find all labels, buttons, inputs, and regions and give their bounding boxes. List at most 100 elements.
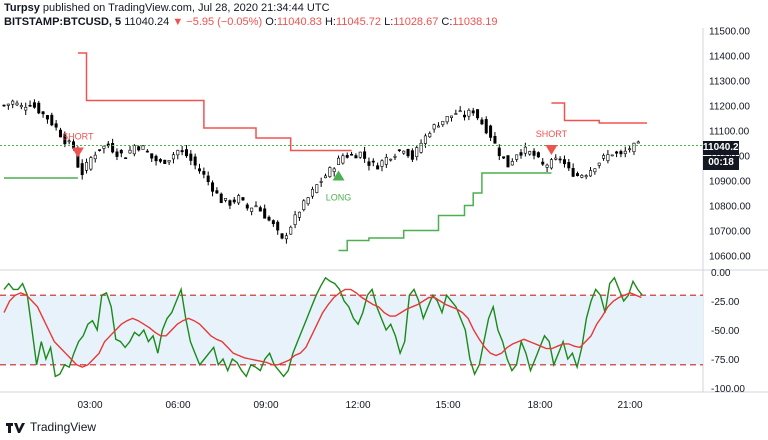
- candle-body: [202, 171, 206, 175]
- candle-body: [454, 113, 458, 115]
- candle-body: [354, 155, 358, 159]
- low-value: 11028.67: [393, 16, 439, 28]
- candle-body: [297, 211, 301, 218]
- price-axis-label: 10900.00: [709, 177, 751, 188]
- candle-body: [580, 174, 584, 178]
- candle-body: [237, 195, 241, 204]
- candle-body: [506, 155, 510, 168]
- candle-body: [523, 146, 527, 154]
- candle-body: [293, 214, 297, 225]
- candle-body: [24, 107, 28, 111]
- candle-body: [28, 104, 32, 107]
- candle-body: [132, 145, 136, 155]
- candle-body: [602, 155, 606, 159]
- candle-body: [350, 153, 354, 156]
- candle-body: [154, 155, 158, 162]
- candle-body: [254, 205, 258, 208]
- time-axis-label: 12:00: [345, 400, 370, 411]
- candle-body: [402, 150, 406, 154]
- candle-body: [310, 189, 314, 197]
- last-price: 11040.24: [124, 16, 170, 28]
- candle-body: [441, 120, 445, 125]
- oscillator-axis-label: 0.00: [711, 268, 731, 279]
- candle-body: [532, 150, 536, 156]
- candle-body: [289, 226, 293, 235]
- candle-body: [545, 164, 549, 168]
- oscillator-axis-label: -100.00: [711, 384, 745, 395]
- price-axis-label: 11300.00: [709, 77, 750, 88]
- candle-body: [171, 154, 175, 160]
- candle-body: [367, 161, 371, 166]
- candle-body: [471, 110, 475, 114]
- candle-body: [615, 151, 619, 154]
- candle-body: [189, 153, 193, 161]
- brand-name: TradingView: [30, 420, 97, 434]
- candle-body: [415, 147, 419, 158]
- candle-body: [541, 161, 545, 165]
- last-price-tag: 11040.24: [703, 141, 745, 155]
- high-value: 11045.72: [335, 16, 382, 28]
- candle-body: [567, 162, 571, 169]
- candle-body: [184, 149, 188, 157]
- time-axis-label: 06:00: [165, 400, 190, 411]
- chart-canvas[interactable]: 11500.00 11400.00 11300.00 11200.00 11100.00…: [0, 0, 768, 414]
- candle-body: [445, 116, 449, 123]
- candle-body: [58, 129, 62, 138]
- candle-body: [597, 162, 601, 166]
- candle-body: [198, 168, 202, 172]
- tradingview-logo[interactable]: TradingView: [6, 420, 96, 434]
- author-name[interactable]: Turpsy: [4, 2, 40, 14]
- candle-body: [584, 175, 588, 178]
- price-pane: [0, 28, 703, 268]
- candle-body: [6, 103, 10, 106]
- candle-body: [276, 221, 280, 231]
- candle-body: [271, 220, 275, 225]
- candle-body: [493, 135, 497, 144]
- candle-body: [458, 110, 462, 113]
- time-axis-label: 09:00: [253, 400, 278, 411]
- candle-body: [228, 200, 232, 206]
- price-axis-label: 10600.00: [709, 252, 751, 263]
- candle-body: [337, 157, 341, 165]
- candle-body: [2, 104, 6, 107]
- candle-body: [562, 159, 566, 165]
- candle-body: [480, 119, 484, 125]
- candle-body: [371, 160, 375, 163]
- candle-body: [406, 148, 410, 157]
- candle-body: [358, 151, 362, 158]
- candle-body: [50, 114, 54, 126]
- candle-body: [93, 154, 97, 160]
- candle-body: [115, 151, 119, 157]
- candle-body: [484, 119, 488, 134]
- candle-body: [232, 199, 236, 203]
- candle-body: [467, 109, 471, 117]
- candle-body: [150, 153, 154, 159]
- open-value: 11040.83: [276, 16, 322, 28]
- candle-body: [263, 208, 267, 219]
- candle-body: [632, 142, 636, 153]
- candle-body: [449, 115, 453, 118]
- time-axis-label: 15:00: [435, 400, 460, 411]
- candle-body: [306, 197, 310, 205]
- publish-info: published on TradingView.com, Jul 28, 20…: [39, 2, 330, 14]
- low-label: L:: [384, 16, 394, 28]
- candle-body: [19, 105, 23, 108]
- price-axis-label: 11500.00: [709, 27, 750, 38]
- candle-body: [163, 159, 167, 164]
- candle-body: [176, 149, 180, 156]
- oscillator-fast-line: [3, 276, 643, 378]
- candle-body: [623, 150, 627, 154]
- candle-body: [519, 152, 523, 156]
- price-axis-label: 11400.00: [709, 52, 750, 63]
- candle-body: [593, 168, 597, 173]
- candle-body: [80, 163, 84, 176]
- symbol-name[interactable]: BITSTAMP:BTCUSD, 5: [4, 16, 122, 28]
- candle-body: [54, 123, 58, 128]
- time-axis-label: 03:00: [77, 400, 102, 411]
- candle-body: [37, 102, 41, 114]
- candle-body: [267, 216, 271, 221]
- candle-body: [384, 156, 388, 165]
- short-signal-arrow: [71, 147, 84, 158]
- candle-body: [536, 152, 540, 158]
- candle-body: [489, 125, 493, 138]
